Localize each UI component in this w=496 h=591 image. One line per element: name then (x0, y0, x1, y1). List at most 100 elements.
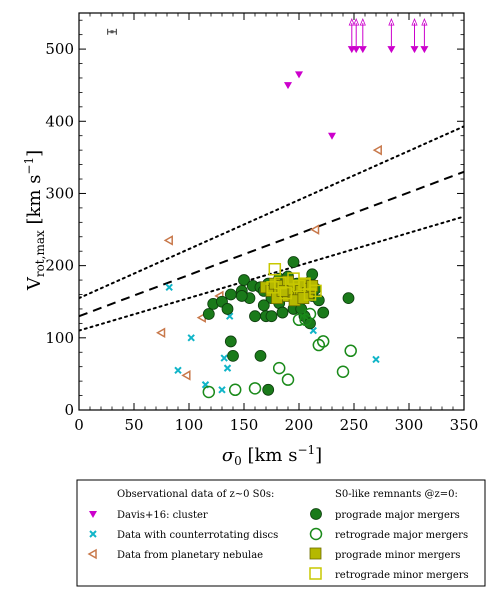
x-tick-label: 300 (395, 416, 424, 434)
prograde-major-mergers-point (306, 268, 319, 281)
legend-entry-retrograde-major: retrograde major mergers (309, 527, 468, 541)
davis-16-cluster-point (284, 82, 292, 90)
data-with-counterrotating-discs-point (187, 334, 195, 342)
prograde-major-mergers-point (257, 299, 270, 312)
data-with-counterrotating-discs-point (165, 283, 173, 291)
tick-labels: 0 50 100 150 200 250 300 350 0 100 200 300 400 500 (45, 40, 478, 434)
prograde-major-mergers-point (238, 274, 250, 286)
retrograde-major-mergers-point (303, 307, 317, 321)
legend-label-counterrotating: Data with counterrotating discs (117, 530, 278, 541)
legend-right-title: S0-like remnants @z=0: (335, 489, 458, 500)
retrograde-major-mergers-point (272, 361, 286, 375)
legend-entry-retrograde-minor: retrograde minor mergers (309, 567, 469, 581)
legend-marker-filled-circle (310, 508, 322, 520)
retrograde-major-mergers-point (281, 373, 295, 386)
x-tick-label: 50 (124, 416, 143, 434)
davis-16-cluster-point (410, 46, 419, 54)
prograde-major-mergers-point (287, 256, 300, 268)
prograde-major-mergers-point (276, 306, 289, 319)
plot-frame (78, 12, 465, 411)
data-from-planetary-nebulae-point (155, 327, 166, 339)
data-with-counterrotating-discs-point (372, 355, 380, 364)
retrograde-major-mergers-point (344, 344, 357, 358)
upper-limit-arrowhead (353, 18, 360, 26)
legend-marker-open-square (309, 567, 322, 580)
upper-limit-arrowhead (348, 18, 355, 26)
prograde-major-mergers-point (254, 349, 267, 362)
prograde-major-mergers-point (235, 290, 248, 302)
legend-marker-triangle-down (89, 511, 97, 518)
prograde-major-mergers-point (249, 310, 261, 323)
davis-16-cluster-point (295, 71, 303, 79)
x-tick-label: 250 (340, 416, 369, 434)
davis-16-cluster-point (328, 132, 336, 140)
legend-label-retrograde-minor: retrograde minor mergers (335, 570, 469, 581)
legend-label-retrograde-major: retrograde major mergers (335, 530, 468, 541)
data-from-planetary-nebulae-point (309, 224, 320, 235)
retrograde-minor-mergers-point (274, 276, 287, 290)
y-tick-label: 400 (45, 112, 74, 130)
upper-limit-arrowhead (388, 18, 395, 26)
legend-entry-prograde-minor: prograde minor mergers (309, 547, 460, 561)
upper-limit-arrowhead (411, 18, 418, 26)
y-tick-label: 300 (45, 184, 74, 202)
retrograde-minor-mergers-point (292, 279, 306, 293)
x-tick-label: 0 (74, 416, 84, 434)
data-from-planetary-nebulae-point (181, 370, 191, 381)
retrograde-minor-mergers-point (268, 262, 282, 276)
y-tick-label: 100 (45, 329, 74, 347)
legend-entry-prograde-major: prograde major mergers (310, 508, 460, 521)
legend-entry-counterrotating: Data with counterrotating discs (89, 530, 278, 541)
y-tick-label: 500 (45, 40, 74, 58)
davis-16-cluster-point (420, 46, 429, 54)
dashed-relation-line (79, 170, 464, 318)
x-tick-label: 100 (175, 416, 204, 434)
retrograde-minor-mergers-point (309, 284, 322, 298)
prograde-major-mergers-point (221, 303, 234, 315)
legend-label-pn: Data from planetary nebulae (117, 550, 263, 561)
prograde-major-mergers-point (317, 306, 330, 319)
data-with-counterrotating-discs-point (220, 354, 228, 362)
legend-marker-triangle-left (87, 548, 97, 560)
legend-left-title: Observational data of z~0 S0s: (117, 489, 274, 500)
y-axis-label: Vrot,max [km s−1] (22, 150, 47, 291)
dotted-scatter-line (79, 215, 464, 332)
prograde-major-mergers-point (224, 335, 237, 348)
davis-16-cluster-point (387, 46, 396, 54)
upper-limit-arrowhead (421, 18, 428, 26)
prograde-major-mergers-point (262, 383, 275, 396)
y-tick-label: 200 (45, 257, 74, 275)
retrograde-major-mergers-point (248, 382, 262, 395)
prograde-major-mergers-point (202, 308, 215, 320)
y-tick-label: 0 (64, 401, 74, 419)
legend-entry-davis: Davis+16: cluster (89, 510, 208, 521)
x-tick-label: 350 (450, 416, 479, 434)
prograde-major-mergers-point (342, 292, 355, 305)
legend-marker-filled-square (309, 547, 322, 560)
prograde-major-mergers-point (224, 288, 237, 301)
prograde-minor-mergers-point (297, 292, 310, 305)
data-with-counterrotating-discs-point (174, 366, 182, 375)
data-with-counterrotating-discs-point (218, 386, 226, 394)
data-from-planetary-nebulae-point (163, 235, 173, 246)
x-tick-label: 200 (285, 416, 314, 434)
davis-16-cluster-point (358, 46, 367, 54)
prograde-minor-mergers-point (276, 284, 289, 297)
legend-box (76, 479, 486, 587)
legend-marker-x (89, 530, 97, 538)
errorbar-point (110, 30, 114, 34)
davis-16-cluster-point (352, 46, 361, 54)
prograde-major-mergers-point (227, 349, 239, 362)
legend-label-davis: Davis+16: cluster (117, 510, 208, 521)
legend-label-prograde-major: prograde major mergers (335, 510, 460, 521)
axes-frame (78, 12, 465, 411)
prograde-major-mergers-point (265, 310, 278, 323)
retrograde-major-mergers-point (316, 335, 330, 348)
data-from-planetary-nebulae-point (372, 144, 382, 156)
x-axis-label: σ0 [km s−1] (222, 443, 322, 468)
retrograde-major-mergers-point (228, 383, 242, 397)
legend-marker-open-circle (309, 527, 323, 541)
data-with-counterrotating-discs-point (223, 364, 232, 372)
legend-entry-pn: Data from planetary nebulae (87, 548, 263, 561)
